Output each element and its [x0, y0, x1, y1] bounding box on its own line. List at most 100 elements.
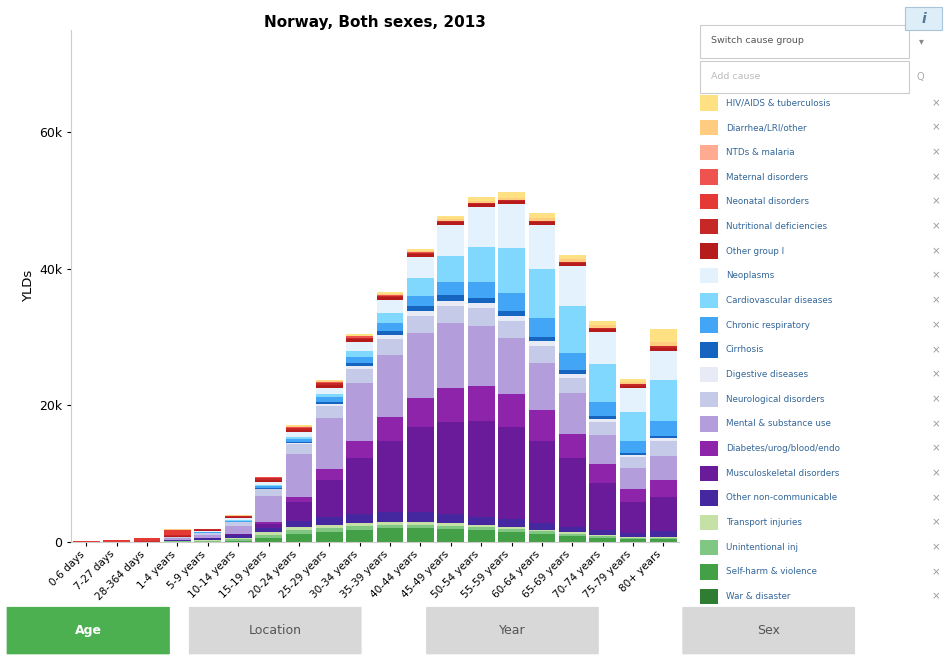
Bar	[559, 393, 586, 434]
Bar	[650, 438, 677, 441]
Bar	[468, 309, 494, 326]
Bar	[620, 502, 646, 533]
Bar	[286, 425, 312, 426]
Bar	[498, 249, 525, 293]
Y-axis label: YLDs: YLDs	[22, 270, 35, 302]
Bar	[559, 264, 586, 266]
Bar	[559, 373, 586, 377]
Bar	[498, 200, 525, 202]
Bar	[589, 538, 616, 542]
Bar	[700, 367, 718, 382]
Bar	[316, 528, 343, 531]
Bar	[700, 441, 718, 456]
Bar	[316, 418, 343, 469]
Bar	[377, 300, 403, 313]
FancyBboxPatch shape	[905, 7, 942, 30]
Bar	[650, 351, 677, 380]
Bar	[468, 421, 494, 517]
Bar	[437, 215, 464, 219]
Bar	[437, 219, 464, 221]
Bar	[346, 523, 373, 526]
Bar	[700, 391, 718, 407]
Bar	[498, 311, 525, 315]
Bar	[529, 221, 555, 222]
Bar	[407, 528, 434, 542]
Bar	[468, 298, 494, 303]
Bar	[700, 145, 718, 160]
Bar	[316, 525, 343, 528]
Bar	[407, 251, 434, 252]
Bar	[255, 524, 282, 528]
Bar	[377, 297, 403, 300]
Bar	[498, 321, 525, 338]
Bar	[589, 402, 616, 416]
Bar	[559, 532, 586, 533]
Bar	[559, 434, 586, 458]
Bar	[529, 319, 555, 337]
Bar	[286, 534, 312, 542]
Bar	[286, 428, 312, 430]
Bar	[559, 307, 586, 353]
Bar	[346, 342, 373, 350]
Bar	[346, 338, 373, 339]
Bar	[255, 522, 282, 524]
Text: Q: Q	[917, 71, 924, 82]
Text: ×: ×	[932, 493, 940, 503]
Bar	[437, 523, 464, 525]
Bar	[529, 218, 555, 221]
Bar	[498, 527, 525, 529]
Bar	[316, 406, 343, 418]
Text: ▾: ▾	[920, 36, 924, 46]
Bar	[700, 515, 718, 530]
Bar	[620, 457, 646, 468]
Bar	[468, 517, 494, 525]
Bar	[498, 192, 525, 198]
Bar	[346, 383, 373, 441]
Text: ×: ×	[932, 98, 940, 108]
Bar	[559, 353, 586, 370]
Bar	[437, 529, 464, 542]
Bar	[620, 379, 646, 381]
Bar	[195, 535, 221, 538]
Bar	[103, 540, 130, 542]
Bar	[255, 480, 282, 483]
Text: ×: ×	[932, 444, 940, 453]
Bar	[589, 328, 616, 329]
Bar	[559, 536, 586, 542]
Bar	[407, 525, 434, 528]
Bar	[589, 416, 616, 419]
Bar	[255, 483, 282, 485]
Bar	[225, 521, 251, 522]
Text: Age: Age	[75, 624, 102, 637]
Bar	[559, 262, 586, 264]
Bar	[529, 213, 555, 218]
Text: Diarrhea/LRI/other: Diarrhea/LRI/other	[726, 123, 807, 132]
Bar	[498, 520, 525, 527]
Bar	[700, 490, 718, 506]
Bar	[225, 541, 251, 542]
Bar	[316, 469, 343, 479]
FancyBboxPatch shape	[7, 607, 170, 654]
Bar	[407, 512, 434, 522]
Bar	[498, 315, 525, 321]
FancyBboxPatch shape	[700, 61, 909, 93]
Bar	[225, 525, 251, 534]
Bar	[346, 458, 373, 514]
Text: Location: Location	[249, 624, 302, 637]
Bar	[164, 537, 191, 539]
Bar	[377, 525, 403, 528]
Text: Add cause: Add cause	[711, 72, 760, 81]
Bar	[407, 311, 434, 316]
Bar	[437, 221, 464, 222]
Bar	[700, 564, 718, 580]
Bar	[316, 380, 343, 381]
Bar	[286, 442, 312, 443]
Bar	[700, 194, 718, 210]
Bar	[286, 443, 312, 444]
Bar	[407, 316, 434, 332]
Bar	[589, 536, 616, 538]
Bar	[437, 305, 464, 323]
Bar	[650, 346, 677, 348]
Bar	[377, 441, 403, 512]
Bar	[559, 254, 586, 259]
